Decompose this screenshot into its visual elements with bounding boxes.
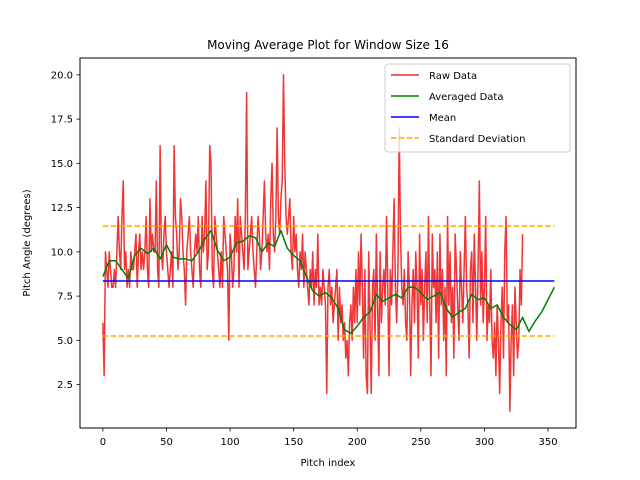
x-tick-label: 100: [221, 437, 240, 448]
legend: Raw Data Averaged Data Mean Standard Deviat…: [384, 63, 571, 153]
x-tick-label: 50: [160, 437, 173, 448]
legend-box: [384, 63, 571, 153]
legend-label-averaged-data: Averaged Data: [429, 92, 503, 103]
y-axis-label: Pitch Angle (degrees): [22, 189, 33, 296]
x-tick-label: 0: [100, 437, 106, 448]
averaged-data-line: [102, 229, 556, 335]
y-tick-label: 5.0: [57, 336, 73, 347]
x-tick-label: 150: [284, 437, 303, 448]
raw-data-line: [102, 74, 524, 412]
legend-label-mean: Mean: [429, 113, 456, 124]
x-axis: 0 50 100 150 200 250 300 350: [100, 428, 558, 448]
legend-label-raw-data: Raw Data: [429, 71, 477, 82]
y-tick-label: 10.0: [51, 247, 73, 258]
x-tick-label: 300: [475, 437, 494, 448]
legend-label-standard-deviation: Standard Deviation: [429, 134, 526, 145]
y-axis: 2.5 5.0 7.5 10.0 12.5 15.0 17.5 20.0: [51, 70, 80, 391]
series-layer: [102, 74, 556, 412]
y-tick-label: 12.5: [51, 203, 73, 214]
plot-frame: [79, 57, 577, 429]
chart-title: Moving Average Plot for Window Size 16: [207, 38, 449, 52]
y-tick-label: 2.5: [57, 380, 73, 391]
x-tick-label: 200: [348, 437, 367, 448]
y-tick-label: 15.0: [51, 159, 73, 170]
y-tick-label: 17.5: [51, 115, 73, 126]
x-axis-label: Pitch index: [301, 458, 356, 469]
x-tick-label: 250: [411, 437, 430, 448]
x-tick-label: 350: [538, 437, 557, 448]
y-tick-label: 20.0: [51, 70, 73, 81]
y-tick-label: 7.5: [57, 292, 73, 303]
